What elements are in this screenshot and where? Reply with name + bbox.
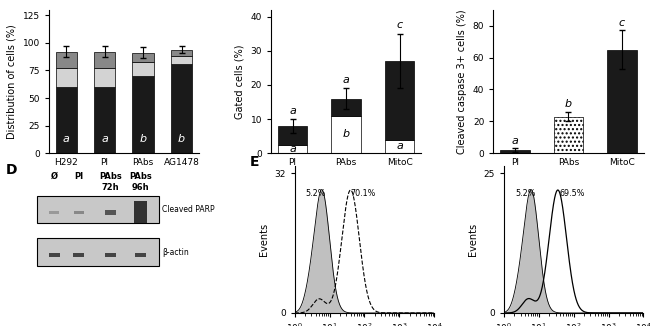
Y-axis label: Events: Events: [259, 223, 268, 256]
Text: a: a: [512, 136, 518, 146]
Text: c: c: [619, 18, 625, 28]
Bar: [385, 61, 415, 140]
Bar: [56, 68, 77, 87]
Bar: [278, 145, 307, 153]
Text: β-actin: β-actin: [162, 247, 189, 257]
Text: c: c: [396, 20, 403, 30]
Y-axis label: Events: Events: [468, 223, 478, 256]
Text: PI: PI: [74, 172, 83, 181]
Bar: [133, 62, 153, 76]
Text: a: a: [289, 144, 296, 154]
Bar: [94, 68, 115, 87]
Text: 5.2%: 5.2%: [306, 189, 326, 198]
Text: a: a: [289, 106, 296, 116]
Bar: [171, 50, 192, 56]
Bar: [73, 211, 84, 214]
Bar: [38, 238, 159, 266]
Bar: [105, 253, 116, 257]
Text: a: a: [343, 75, 350, 85]
Text: E: E: [250, 155, 259, 169]
Text: Cleaved PARP: Cleaved PARP: [162, 205, 215, 214]
Y-axis label: Cleaved caspase 3+ cells (%): Cleaved caspase 3+ cells (%): [457, 9, 467, 154]
Text: b: b: [565, 99, 572, 110]
Bar: [607, 50, 636, 153]
Text: 70.1%: 70.1%: [350, 189, 376, 198]
Text: PAbs
72h: PAbs 72h: [99, 172, 122, 192]
Text: D: D: [5, 163, 17, 177]
Text: 5.2%: 5.2%: [515, 189, 536, 198]
Bar: [332, 98, 361, 116]
Bar: [500, 150, 530, 153]
Text: 69.5%: 69.5%: [560, 189, 585, 198]
Text: PAbs
96h: PAbs 96h: [129, 172, 152, 192]
Bar: [94, 52, 115, 68]
Text: a: a: [396, 141, 403, 151]
Bar: [135, 253, 146, 257]
Text: Ø: Ø: [51, 172, 58, 181]
Bar: [332, 116, 361, 153]
Bar: [133, 76, 153, 153]
Text: b: b: [140, 134, 147, 144]
Bar: [56, 87, 77, 153]
Bar: [56, 52, 77, 68]
Bar: [134, 201, 148, 223]
Bar: [105, 210, 116, 215]
Bar: [171, 56, 192, 64]
Bar: [554, 117, 583, 153]
Text: a: a: [101, 134, 108, 144]
Bar: [171, 64, 192, 153]
Y-axis label: Distribution of cells (%): Distribution of cells (%): [7, 24, 17, 139]
Text: b: b: [343, 129, 350, 140]
Bar: [133, 53, 153, 62]
Bar: [385, 140, 415, 153]
Bar: [38, 196, 159, 224]
Text: b: b: [178, 134, 185, 144]
Bar: [278, 126, 307, 145]
Bar: [73, 253, 84, 257]
Bar: [94, 87, 115, 153]
Y-axis label: Gated cells (%): Gated cells (%): [235, 44, 245, 119]
Bar: [49, 211, 60, 214]
Text: a: a: [62, 134, 70, 144]
Bar: [49, 253, 60, 257]
